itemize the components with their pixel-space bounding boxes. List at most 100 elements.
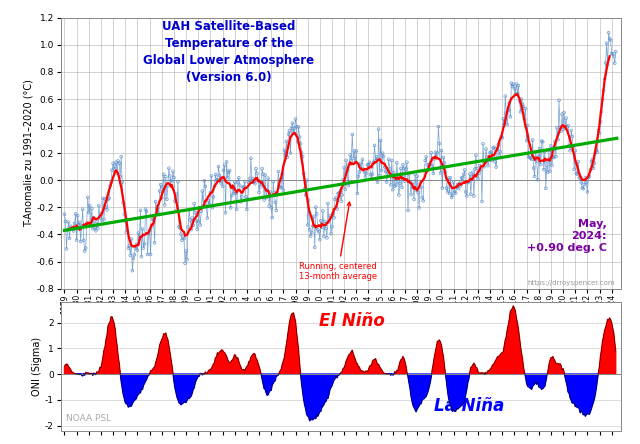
Point (236, 198, 246, 205)
Point (190, 209, 200, 216)
Point (67, 224, 77, 231)
Point (557, 111, 567, 118)
Point (496, 133, 506, 140)
Point (340, 186, 350, 193)
Point (337, 191, 348, 198)
Point (251, 165, 261, 172)
Point (300, 185, 310, 192)
Point (407, 180, 417, 187)
Point (77, 222, 87, 230)
Point (305, 226, 315, 233)
Point (585, 166, 595, 173)
Point (364, 159, 374, 166)
Point (414, 204, 424, 211)
Point (170, 198, 180, 205)
Point (435, 170, 445, 177)
Point (534, 153, 544, 160)
Point (317, 207, 328, 214)
Point (499, 121, 509, 128)
Point (294, 134, 305, 141)
Point (366, 175, 376, 182)
Point (312, 210, 322, 218)
Point (79, 237, 89, 244)
Point (498, 115, 508, 122)
Point (61, 246, 72, 253)
Point (109, 166, 119, 173)
Point (571, 170, 581, 177)
Point (590, 150, 600, 157)
Point (509, 85, 520, 92)
Point (239, 183, 249, 190)
Point (380, 163, 390, 170)
Point (180, 260, 190, 267)
Point (602, 40, 612, 47)
Point (150, 198, 161, 205)
Point (183, 223, 193, 230)
Point (173, 178, 183, 185)
Point (70, 220, 80, 227)
Point (208, 193, 218, 200)
Point (235, 182, 245, 189)
Point (234, 174, 244, 181)
Point (495, 148, 506, 155)
Point (197, 187, 207, 194)
Point (520, 115, 530, 123)
Point (99, 216, 109, 223)
Point (131, 241, 141, 248)
Point (277, 171, 287, 178)
Point (488, 144, 498, 151)
Point (273, 168, 284, 175)
Point (440, 169, 451, 176)
Point (216, 174, 227, 182)
Point (351, 147, 362, 155)
Point (84, 209, 94, 216)
Point (562, 123, 572, 131)
Point (532, 158, 542, 165)
Point (420, 157, 430, 164)
Point (345, 151, 355, 159)
Point (155, 188, 165, 195)
Point (543, 169, 553, 176)
Point (575, 175, 586, 182)
Point (230, 190, 241, 197)
Point (452, 181, 463, 188)
Point (147, 223, 157, 230)
Point (123, 245, 133, 252)
Point (307, 229, 317, 236)
Point (563, 122, 573, 129)
Point (442, 188, 452, 195)
Point (451, 183, 461, 190)
Point (164, 165, 174, 172)
Point (609, 52, 619, 59)
Point (564, 142, 574, 149)
Point (140, 206, 150, 213)
Point (348, 155, 358, 162)
Point (515, 108, 525, 115)
Point (511, 80, 522, 87)
Point (138, 226, 148, 233)
Point (353, 173, 364, 180)
Point (136, 253, 147, 260)
Point (90, 224, 100, 231)
Point (412, 173, 422, 180)
Point (463, 178, 474, 185)
Point (591, 146, 602, 153)
Point (325, 212, 335, 219)
Point (106, 179, 116, 186)
Point (410, 170, 420, 178)
Point (329, 214, 339, 222)
Point (94, 202, 104, 209)
Point (211, 171, 221, 178)
Point (439, 159, 449, 166)
Point (209, 183, 220, 190)
Point (459, 171, 469, 178)
Point (314, 228, 324, 235)
Point (572, 170, 582, 178)
Point (112, 170, 122, 177)
Point (378, 153, 388, 160)
Point (555, 124, 565, 131)
Point (101, 204, 111, 211)
Point (364, 161, 374, 168)
Point (88, 225, 98, 232)
Point (487, 157, 497, 164)
